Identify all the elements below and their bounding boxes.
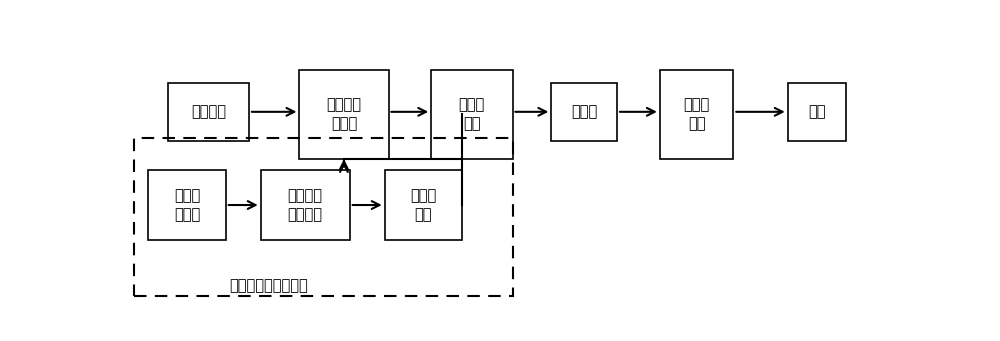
Bar bbox=[299, 70, 388, 159]
Text: 均化器: 均化器 bbox=[571, 104, 597, 119]
Text: 缩聚系统: 缩聚系统 bbox=[191, 104, 226, 119]
Text: 扩链剂液体注入装置: 扩链剂液体注入装置 bbox=[229, 278, 308, 293]
Bar bbox=[385, 169, 462, 240]
Text: 动态混
合器: 动态混 合器 bbox=[459, 98, 485, 131]
Bar bbox=[551, 83, 617, 141]
Text: 熔体过
滤器: 熔体过 滤器 bbox=[683, 98, 710, 131]
Bar bbox=[431, 70, 512, 159]
Text: 切片: 切片 bbox=[808, 104, 825, 119]
Bar bbox=[660, 70, 733, 159]
Text: 高压注
射器: 高压注 射器 bbox=[410, 188, 436, 222]
Text: 熔体计量
齿轮泵: 熔体计量 齿轮泵 bbox=[326, 98, 361, 131]
Text: 扩链剂计
量螺杆泵: 扩链剂计 量螺杆泵 bbox=[288, 188, 323, 222]
Bar bbox=[148, 169, 226, 240]
Bar bbox=[788, 83, 846, 141]
Bar bbox=[261, 169, 350, 240]
Text: 扩链剂
供应罐: 扩链剂 供应罐 bbox=[174, 188, 200, 222]
Bar bbox=[168, 83, 249, 141]
Bar bbox=[134, 138, 512, 296]
